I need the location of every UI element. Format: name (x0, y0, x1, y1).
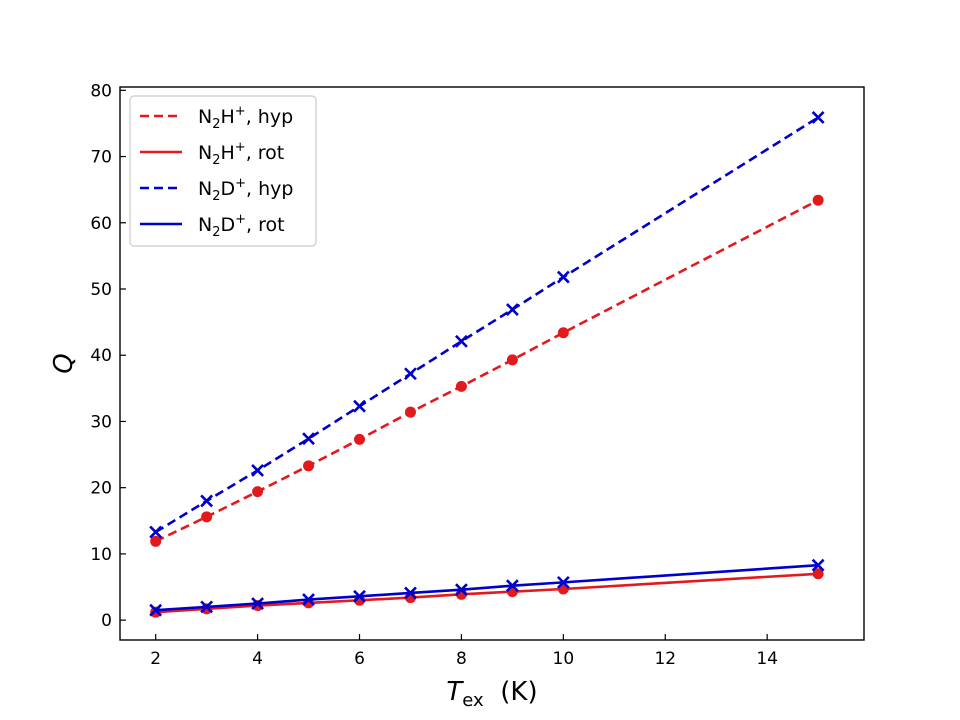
legend-entry: N2D+, rot (140, 212, 285, 240)
data-point (353, 399, 366, 413)
series-line (155, 199, 819, 543)
data-point (201, 603, 213, 615)
legend: N2H+, hyp N2H+, rot N2D+, hyp N2D+, rot (129, 95, 317, 247)
data-point (455, 583, 468, 597)
data-point (404, 367, 417, 381)
data-point (252, 486, 264, 498)
y-tick-label: 0 (101, 611, 112, 631)
data-point (251, 464, 265, 477)
x-tick-label: 14 (756, 649, 778, 669)
data-point (812, 194, 824, 206)
data-point (150, 606, 162, 618)
data-point (200, 494, 214, 508)
data-point (303, 460, 315, 472)
data-point (556, 270, 570, 284)
x-tick-label: 12 (654, 649, 676, 669)
y-tick-label: 30 (90, 412, 112, 432)
legend-label: N2H+, hyp (198, 104, 293, 132)
data-point (353, 589, 366, 603)
data-point (811, 111, 825, 124)
data-point (150, 535, 162, 547)
plot-frame (119, 86, 865, 641)
data-point (812, 568, 824, 580)
data-point (455, 334, 468, 348)
legend-label: N2D+, hyp (198, 176, 293, 204)
series-n2d-rot (149, 558, 825, 617)
data-point (200, 600, 214, 614)
data-point (302, 432, 315, 446)
axes-layer: 2 4 6 8 10 12 14 0 10 20 30 40 50 60 70 80 Tex (K) Q (49, 81, 865, 711)
y-tick-label: 80 (90, 81, 112, 101)
legend-entry: N2H+, rot (140, 140, 284, 168)
data-point (505, 579, 519, 593)
data-point (557, 327, 569, 339)
y-tick-label: 10 (90, 545, 112, 565)
x-tick-label: 6 (354, 649, 365, 669)
data-point (149, 603, 163, 617)
y-tick-label: 40 (90, 346, 112, 366)
legend-entry: N2D+, hyp (140, 176, 293, 204)
series-n2d-hyp (149, 111, 825, 539)
y-tick-label: 50 (90, 280, 112, 300)
data-point (404, 586, 417, 600)
data-point (811, 558, 825, 572)
x-tick-label: 8 (456, 649, 467, 669)
series-line (155, 572, 819, 614)
y-tick-label: 70 (90, 148, 112, 168)
data-point (354, 433, 366, 445)
data-point (149, 525, 163, 539)
legend-label: N2D+, rot (198, 212, 285, 240)
legend-entry: N2H+, hyp (140, 104, 293, 132)
y-axis-title: Q (49, 353, 79, 373)
y-tick-label: 60 (90, 214, 112, 234)
data-point (201, 511, 213, 523)
series-n2h-hyp (150, 194, 824, 547)
series-layer (149, 111, 825, 618)
y-tick-label: 20 (90, 479, 112, 499)
data-point (251, 597, 265, 610)
series-line (155, 563, 819, 612)
data-point (302, 593, 315, 607)
series-line (154, 116, 819, 534)
data-point (404, 406, 416, 418)
legend-box (129, 95, 317, 247)
data-point (505, 303, 519, 316)
series-n2h-rot (150, 568, 824, 618)
x-tick-label: 2 (150, 649, 161, 669)
x-axis-title: Tex (K) (446, 677, 537, 711)
x-tick-label: 10 (553, 649, 575, 669)
data-point (506, 354, 518, 366)
data-point (556, 575, 570, 589)
data-point (252, 600, 264, 612)
data-point (455, 380, 467, 392)
legend-label: N2H+, rot (198, 140, 284, 168)
x-tick-label: 4 (252, 649, 263, 669)
